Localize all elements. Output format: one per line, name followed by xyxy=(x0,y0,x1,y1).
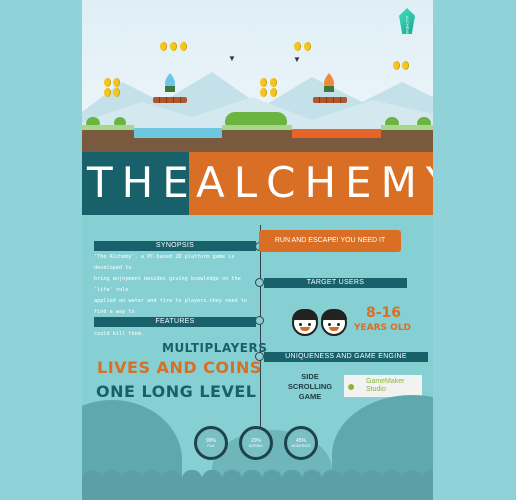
coin-icon xyxy=(393,61,400,70)
side-scrolling-line: SIDE xyxy=(301,372,319,381)
synopsis-line: bring enjoyment besides giving knowledge… xyxy=(94,276,241,293)
side-scrolling-line: SCROLLING xyxy=(287,382,333,391)
coin-icon xyxy=(270,78,277,87)
bush xyxy=(114,117,126,125)
title-part-2: ALCHEMY xyxy=(196,158,433,207)
side-scrolling-label: SIDE SCROLLING GAME xyxy=(281,372,339,402)
crystal-logo-icon xyxy=(399,8,415,34)
stat-value: 45% xyxy=(295,438,306,444)
coin-icon xyxy=(304,42,311,51)
synopsis-header: SYNOPSIS xyxy=(94,241,256,251)
title-part-1: THE xyxy=(87,158,198,207)
poster: ALCHEMY ▼ ▼ xyxy=(82,0,433,500)
ground-base xyxy=(134,138,381,152)
coin-icon xyxy=(113,88,120,97)
bush xyxy=(86,117,100,125)
gamemaker-line-1: GameMaker xyxy=(366,378,405,385)
coin-icon xyxy=(260,88,267,97)
feature-multiplayers: MULTIPLAYERS xyxy=(162,341,268,355)
gamemaker-text: GameMaker Studio xyxy=(366,378,405,394)
title-left-block xyxy=(82,152,189,215)
stat-value: 99% xyxy=(205,438,216,444)
stat-boring: 20% BORING xyxy=(239,426,273,460)
bird-icon: ▼ xyxy=(293,55,301,64)
features-header: FEATURES xyxy=(94,317,256,327)
title-banner: THE ALCHEMY xyxy=(82,152,433,215)
timeline-dot xyxy=(255,352,264,361)
girl-face-icon xyxy=(292,309,318,336)
stat-label: BORING xyxy=(249,444,263,448)
coin-icon xyxy=(113,78,120,87)
gamemaker-icon: ● xyxy=(347,378,356,394)
coin-icon xyxy=(170,42,177,51)
bird-icon: ▼ xyxy=(228,54,236,63)
stat-fun: 99% FUN xyxy=(194,426,228,460)
crystal-badge-text: ALCHEMY xyxy=(405,16,410,36)
bush xyxy=(417,117,431,125)
coin-icon xyxy=(104,78,111,87)
coin-icon xyxy=(294,42,301,51)
synopsis-line: applied on water and fire to players.the… xyxy=(94,298,248,315)
gamemaker-line-2: Studio xyxy=(366,386,386,393)
stat-moderate: 45% MODERATE xyxy=(284,426,318,460)
bush xyxy=(225,112,287,125)
boy-face-icon xyxy=(321,309,347,336)
ground-block xyxy=(381,125,433,152)
stat-label: MODERATE xyxy=(291,444,311,448)
coin-icon xyxy=(180,42,187,51)
stat-label: FUN xyxy=(207,444,215,448)
timeline-dot xyxy=(255,278,264,287)
target-age-label: YEARS OLD xyxy=(354,323,412,333)
lava-pool xyxy=(292,129,381,138)
coin-icon xyxy=(402,61,409,70)
feature-lives-coins: LIVES AND COINS xyxy=(97,358,262,377)
tagline-ribbon: RUN AND ESCAPE! YOU NEED IT xyxy=(259,230,401,252)
ground-block xyxy=(82,125,134,152)
title-right-block xyxy=(189,152,433,215)
water-character-icon xyxy=(165,73,175,92)
fire-character-icon xyxy=(324,73,334,92)
synopsis-line: 'The Alchemy', a PC-based 2D platform ga… xyxy=(94,254,235,271)
feature-one-level: ONE LONG LEVEL xyxy=(96,382,257,401)
timeline-line xyxy=(260,225,261,430)
stat-value: 20% xyxy=(250,438,261,444)
target-users-header: TARGET USERS xyxy=(264,278,407,288)
coin-icon xyxy=(104,88,111,97)
uniqueness-header: UNIQUENESS AND GAME ENGINE xyxy=(264,352,428,362)
gamemaker-logo: ● GameMaker Studio xyxy=(344,375,422,397)
coin-icon xyxy=(160,42,167,51)
bottom-ground xyxy=(82,480,433,500)
bush xyxy=(385,117,399,125)
brick-platform xyxy=(153,97,187,103)
coin-icon xyxy=(260,78,267,87)
side-scrolling-line: GAME xyxy=(298,392,322,401)
water-pool xyxy=(134,128,222,138)
target-age: 8-16 xyxy=(366,305,402,321)
brick-platform xyxy=(313,97,347,103)
game-scene: ALCHEMY ▼ ▼ xyxy=(82,0,433,152)
timeline-dot xyxy=(255,316,264,325)
coin-icon xyxy=(270,88,277,97)
